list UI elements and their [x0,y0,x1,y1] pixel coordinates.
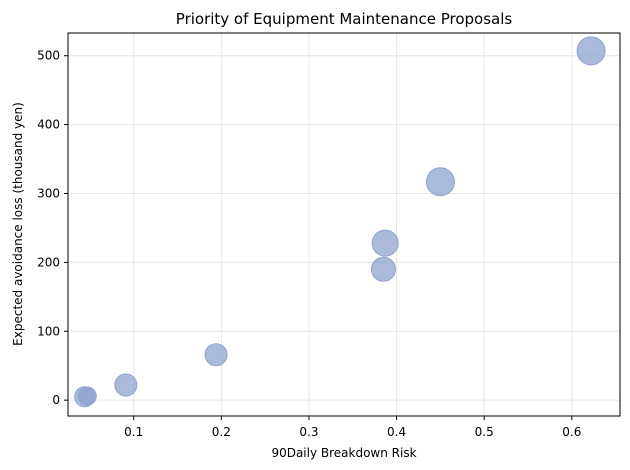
y-axis-label: Expected avoidance loss (thousand yen) [11,102,25,346]
x-axis-label: 90Daily Breakdown Risk [271,446,416,460]
scatter-point [204,343,228,367]
grid-layer [68,33,620,416]
y-tick-label: 100 [37,324,60,338]
scatter-point [576,36,606,66]
points-layer [74,36,606,408]
y-tick-label: 400 [37,118,60,132]
plot-frame [67,32,621,417]
scatter-point [114,373,138,397]
x-tick-label: 0.5 [475,425,494,439]
scatter-point [370,256,396,282]
y-tick-label: 300 [37,187,60,201]
scatter-point [371,229,399,257]
x-tick-label: 0.1 [124,425,143,439]
y-tick-label: 200 [37,255,60,269]
x-tick-label: 0.4 [387,425,406,439]
x-tick-label: 0.2 [212,425,231,439]
chart-title: Priority of Equipment Maintenance Propos… [176,10,513,28]
y-tick-label: 500 [37,49,60,63]
x-tick-label: 0.3 [299,425,318,439]
ticks-layer: 0.1 0.2 0.3 0.4 0.5 0.6 0 100 200 300 400 500 [37,49,581,439]
x-tick-label: 0.6 [562,425,581,439]
scatter-point [425,167,455,197]
y-tick-label: 0 [52,393,60,407]
scatter-point [77,386,97,406]
